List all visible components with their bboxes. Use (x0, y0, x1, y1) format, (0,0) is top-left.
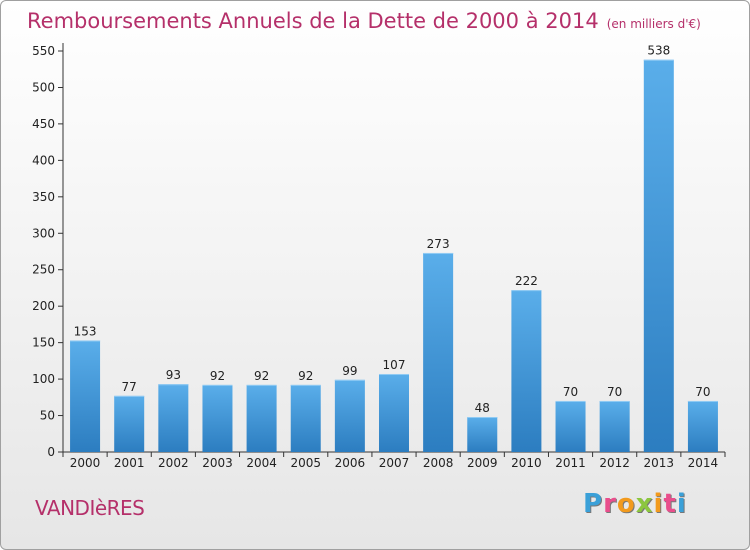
x-tick-label: 2012 (599, 456, 630, 470)
data-label: 92 (210, 369, 225, 383)
x-tick-label: 2001 (114, 456, 145, 470)
x-tick-label: 2006 (335, 456, 366, 470)
y-tick-label: 550 (32, 44, 55, 58)
data-label: 70 (695, 385, 710, 399)
chart-title: Remboursements Annuels de la Dette de 20… (27, 9, 701, 33)
commune-name: VANDIèRES (35, 496, 145, 520)
logo-letter: r (603, 489, 617, 519)
logo-letter: P (583, 489, 604, 519)
bar (158, 384, 189, 452)
bar (555, 400, 586, 452)
bar (379, 373, 409, 452)
logo-letter: i (676, 489, 687, 519)
logo-letter: i (653, 489, 664, 519)
y-tick-label: 500 (32, 80, 55, 94)
x-tick-label: 2008 (423, 456, 454, 470)
data-label: 70 (607, 385, 622, 399)
bar (202, 384, 233, 452)
data-label: 107 (383, 358, 406, 372)
data-label: 538 (647, 44, 670, 58)
proxiti-logo: Proxiti (583, 489, 687, 519)
y-tick-label: 400 (32, 153, 55, 167)
data-label: 92 (298, 369, 313, 383)
bar (511, 290, 542, 452)
x-tick-label: 2013 (644, 456, 675, 470)
x-tick-label: 2010 (511, 456, 542, 470)
data-label: 70 (563, 385, 578, 399)
y-tick-label: 100 (32, 372, 55, 386)
x-tick-label: 2000 (70, 456, 101, 470)
bar (70, 340, 101, 452)
y-tick-label: 200 (32, 299, 55, 313)
chart-unit: (en milliers d'€) (606, 17, 701, 31)
x-tick-label: 2004 (246, 456, 277, 470)
logo-letter: o (616, 489, 636, 519)
chart-title-text: Remboursements Annuels de la Dette de 20… (27, 9, 599, 33)
y-tick-label: 0 (47, 445, 55, 459)
y-tick-label: 250 (32, 263, 55, 277)
x-tick-label: 2007 (379, 456, 410, 470)
y-tick-label: 50 (40, 409, 55, 423)
bar (246, 384, 277, 452)
x-tick-label: 2009 (467, 456, 498, 470)
bar (423, 252, 454, 452)
x-tick-label: 2014 (688, 456, 719, 470)
data-label: 99 (342, 364, 357, 378)
x-tick-label: 2003 (202, 456, 233, 470)
x-tick-label: 2005 (290, 456, 321, 470)
bar (334, 379, 365, 452)
y-tick-label: 450 (32, 117, 55, 131)
logo-letter: x (635, 489, 654, 519)
data-label: 273 (427, 237, 450, 251)
bar (599, 400, 630, 452)
bar (687, 400, 718, 452)
bar (467, 417, 498, 452)
bar (290, 384, 321, 452)
x-tick-label: 2002 (158, 456, 189, 470)
logo-letter: t (663, 489, 677, 519)
data-label: 222 (515, 274, 538, 288)
data-label: 48 (475, 401, 490, 415)
bar (114, 395, 145, 452)
y-tick-label: 350 (32, 190, 55, 204)
y-tick-label: 300 (32, 226, 55, 240)
data-label: 77 (122, 380, 137, 394)
y-tick-label: 150 (32, 336, 55, 350)
data-label: 92 (254, 369, 269, 383)
data-label: 93 (166, 368, 181, 382)
bar (643, 59, 674, 453)
data-label: 153 (74, 324, 97, 338)
x-tick-label: 2011 (555, 456, 586, 470)
